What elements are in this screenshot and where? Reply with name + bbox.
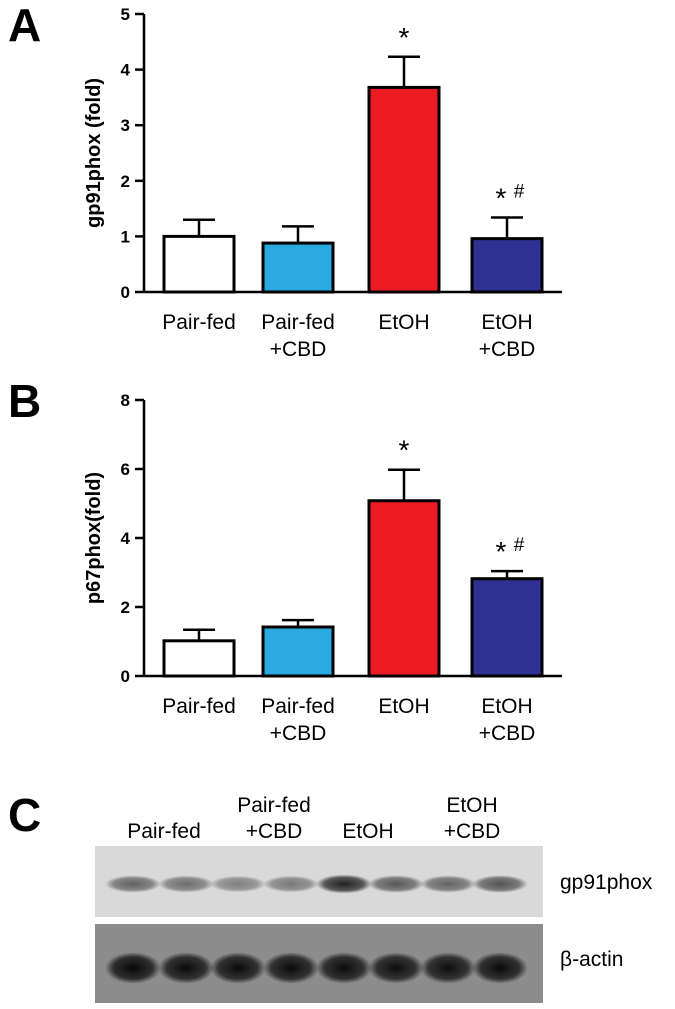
y-tick-label: 2 (121, 598, 130, 617)
significance-hash: # (514, 535, 525, 556)
x-tick-label: Pair-fed (162, 311, 236, 334)
blot-band (420, 875, 476, 893)
blot-label-gp91phox: gp91phox (560, 871, 653, 894)
blot-band (210, 952, 266, 984)
x-tick-label: +CBD (479, 722, 536, 745)
bar-1 (162, 639, 236, 678)
blot-band (158, 875, 214, 893)
blot-band (316, 952, 372, 984)
y-tick-label: 5 (121, 5, 130, 24)
bar-1 (162, 234, 236, 294)
blot-band (472, 875, 528, 893)
y-axis-label: p67phox(fold) (83, 472, 105, 604)
blot-band (368, 875, 424, 893)
lane-label-pair-fed-cbd: Pair-fed +CBD (237, 794, 311, 843)
bar-2 (261, 241, 335, 294)
y-tick-label: 0 (121, 283, 130, 302)
blot-band (368, 952, 424, 984)
panel-label-a: A (8, 0, 42, 51)
lane-label-etoh-cbd: EtOH +CBD (443, 794, 501, 843)
blot-band (210, 875, 266, 893)
y-tick-label: 6 (121, 460, 130, 479)
blot-band (263, 875, 319, 893)
x-tick-label: +CBD (270, 338, 327, 361)
blot-band (316, 874, 372, 894)
blot-band (105, 952, 161, 984)
y-tick-label: 4 (121, 529, 131, 548)
panel-label-c: C (8, 789, 42, 841)
bar-3 (367, 85, 441, 294)
bar-3 (367, 499, 441, 678)
panel-label-b: B (8, 375, 42, 427)
y-axis-label: gp91phox (fold) (83, 78, 105, 228)
lane-label-etoh: EtOH (342, 820, 394, 843)
significance-star: * (399, 22, 410, 53)
chart-a: 0 1 2 3 4 5 gp91phox (fold) Pair-fed Pair-fed +CB… (83, 5, 562, 361)
y-tick-label: 4 (121, 61, 131, 80)
bar-2 (261, 625, 335, 678)
y-tick-label: 1 (121, 227, 130, 246)
blot-band (420, 952, 476, 984)
blot-band (105, 875, 161, 893)
x-tick-label: Pair-fed (162, 695, 236, 718)
x-tick-label: EtOH (481, 311, 532, 334)
x-tick-label: Pair-fed (261, 695, 335, 718)
x-tick-label: +CBD (479, 338, 536, 361)
bar-4 (470, 237, 544, 294)
significance-star: * (399, 435, 410, 466)
significance-hash: # (514, 181, 525, 202)
x-tick-label: Pair-fed (261, 311, 335, 334)
blot-label-beta-actin: β-actin (560, 948, 624, 971)
x-tick-label: EtOH (481, 695, 532, 718)
x-tick-label: EtOH (378, 311, 429, 334)
x-tick-label: +CBD (270, 722, 327, 745)
bar-4 (470, 577, 544, 678)
blot-band (263, 952, 319, 984)
x-tick-label: EtOH (378, 695, 429, 718)
y-tick-label: 0 (121, 667, 130, 686)
y-tick-label: 8 (121, 391, 130, 410)
significance-star: * (496, 182, 507, 213)
chart-b: 0 2 4 6 8 p67phox(fold) Pair-fed Pair-fed +CBD * E… (83, 391, 562, 745)
blot-band (158, 952, 214, 984)
significance-star: * (496, 536, 507, 567)
blot-band (472, 952, 528, 984)
y-tick-label: 3 (121, 116, 130, 135)
lane-label-pair-fed: Pair-fed (127, 820, 201, 843)
y-tick-label: 2 (121, 172, 130, 191)
